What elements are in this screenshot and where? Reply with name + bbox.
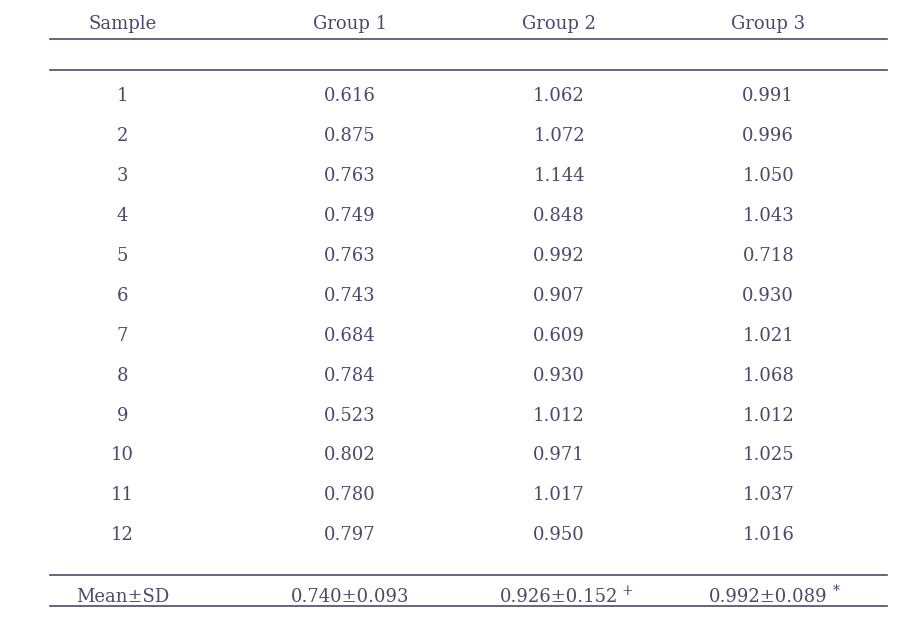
Text: 0.991: 0.991	[743, 87, 794, 105]
Text: 0.609: 0.609	[533, 327, 585, 344]
Text: 12: 12	[111, 527, 134, 544]
Text: 0.971: 0.971	[533, 447, 585, 465]
Text: 0.992±0.089: 0.992±0.089	[709, 587, 828, 606]
Text: 0.797: 0.797	[324, 527, 375, 544]
Text: 2: 2	[117, 127, 129, 145]
Text: 8: 8	[117, 367, 129, 385]
Text: 0.996: 0.996	[743, 127, 794, 145]
Text: 0.907: 0.907	[533, 287, 585, 305]
Text: 1.144: 1.144	[533, 167, 585, 185]
Text: 0.763: 0.763	[324, 247, 375, 265]
Text: 0.784: 0.784	[324, 367, 375, 385]
Text: 6: 6	[117, 287, 129, 305]
Text: 0.926±0.152: 0.926±0.152	[500, 587, 618, 606]
Text: 0.930: 0.930	[743, 287, 794, 305]
Text: 0.930: 0.930	[533, 367, 585, 385]
Text: 0.743: 0.743	[324, 287, 375, 305]
Text: 0.875: 0.875	[324, 127, 375, 145]
Text: 10: 10	[111, 447, 134, 465]
Text: 0.763: 0.763	[324, 167, 375, 185]
Text: 1.016: 1.016	[743, 527, 794, 544]
Text: *: *	[833, 585, 840, 598]
Text: 1.012: 1.012	[743, 406, 794, 424]
Text: 0.616: 0.616	[324, 87, 375, 105]
Text: 1.021: 1.021	[743, 327, 794, 344]
Text: 1.072: 1.072	[533, 127, 585, 145]
Text: 5: 5	[117, 247, 129, 265]
Text: 1.017: 1.017	[533, 486, 585, 504]
Text: 1.037: 1.037	[743, 486, 794, 504]
Text: Group 1: Group 1	[313, 15, 386, 33]
Text: 7: 7	[117, 327, 129, 344]
Text: Group 2: Group 2	[522, 15, 596, 33]
Text: 1: 1	[117, 87, 129, 105]
Text: 9: 9	[117, 406, 129, 424]
Text: 1.068: 1.068	[743, 367, 794, 385]
Text: Mean±SD: Mean±SD	[76, 587, 169, 606]
Text: 4: 4	[117, 207, 129, 225]
Text: 1.012: 1.012	[533, 406, 585, 424]
Text: 3: 3	[117, 167, 129, 185]
Text: 0.523: 0.523	[324, 406, 375, 424]
Text: 1.025: 1.025	[743, 447, 794, 465]
Text: 11: 11	[111, 486, 134, 504]
Text: 0.992: 0.992	[533, 247, 585, 265]
Text: 0.749: 0.749	[324, 207, 375, 225]
Text: 0.718: 0.718	[743, 247, 794, 265]
Text: 0.684: 0.684	[324, 327, 375, 344]
Text: 1.050: 1.050	[743, 167, 794, 185]
Text: 1.043: 1.043	[743, 207, 794, 225]
Text: +: +	[621, 585, 633, 598]
Text: Sample: Sample	[88, 15, 157, 33]
Text: 0.848: 0.848	[533, 207, 585, 225]
Text: 0.780: 0.780	[324, 486, 375, 504]
Text: Group 3: Group 3	[732, 15, 805, 33]
Text: 1.062: 1.062	[533, 87, 585, 105]
Text: 0.950: 0.950	[533, 527, 585, 544]
Text: 0.740±0.093: 0.740±0.093	[291, 587, 409, 606]
Text: 0.802: 0.802	[324, 447, 375, 465]
